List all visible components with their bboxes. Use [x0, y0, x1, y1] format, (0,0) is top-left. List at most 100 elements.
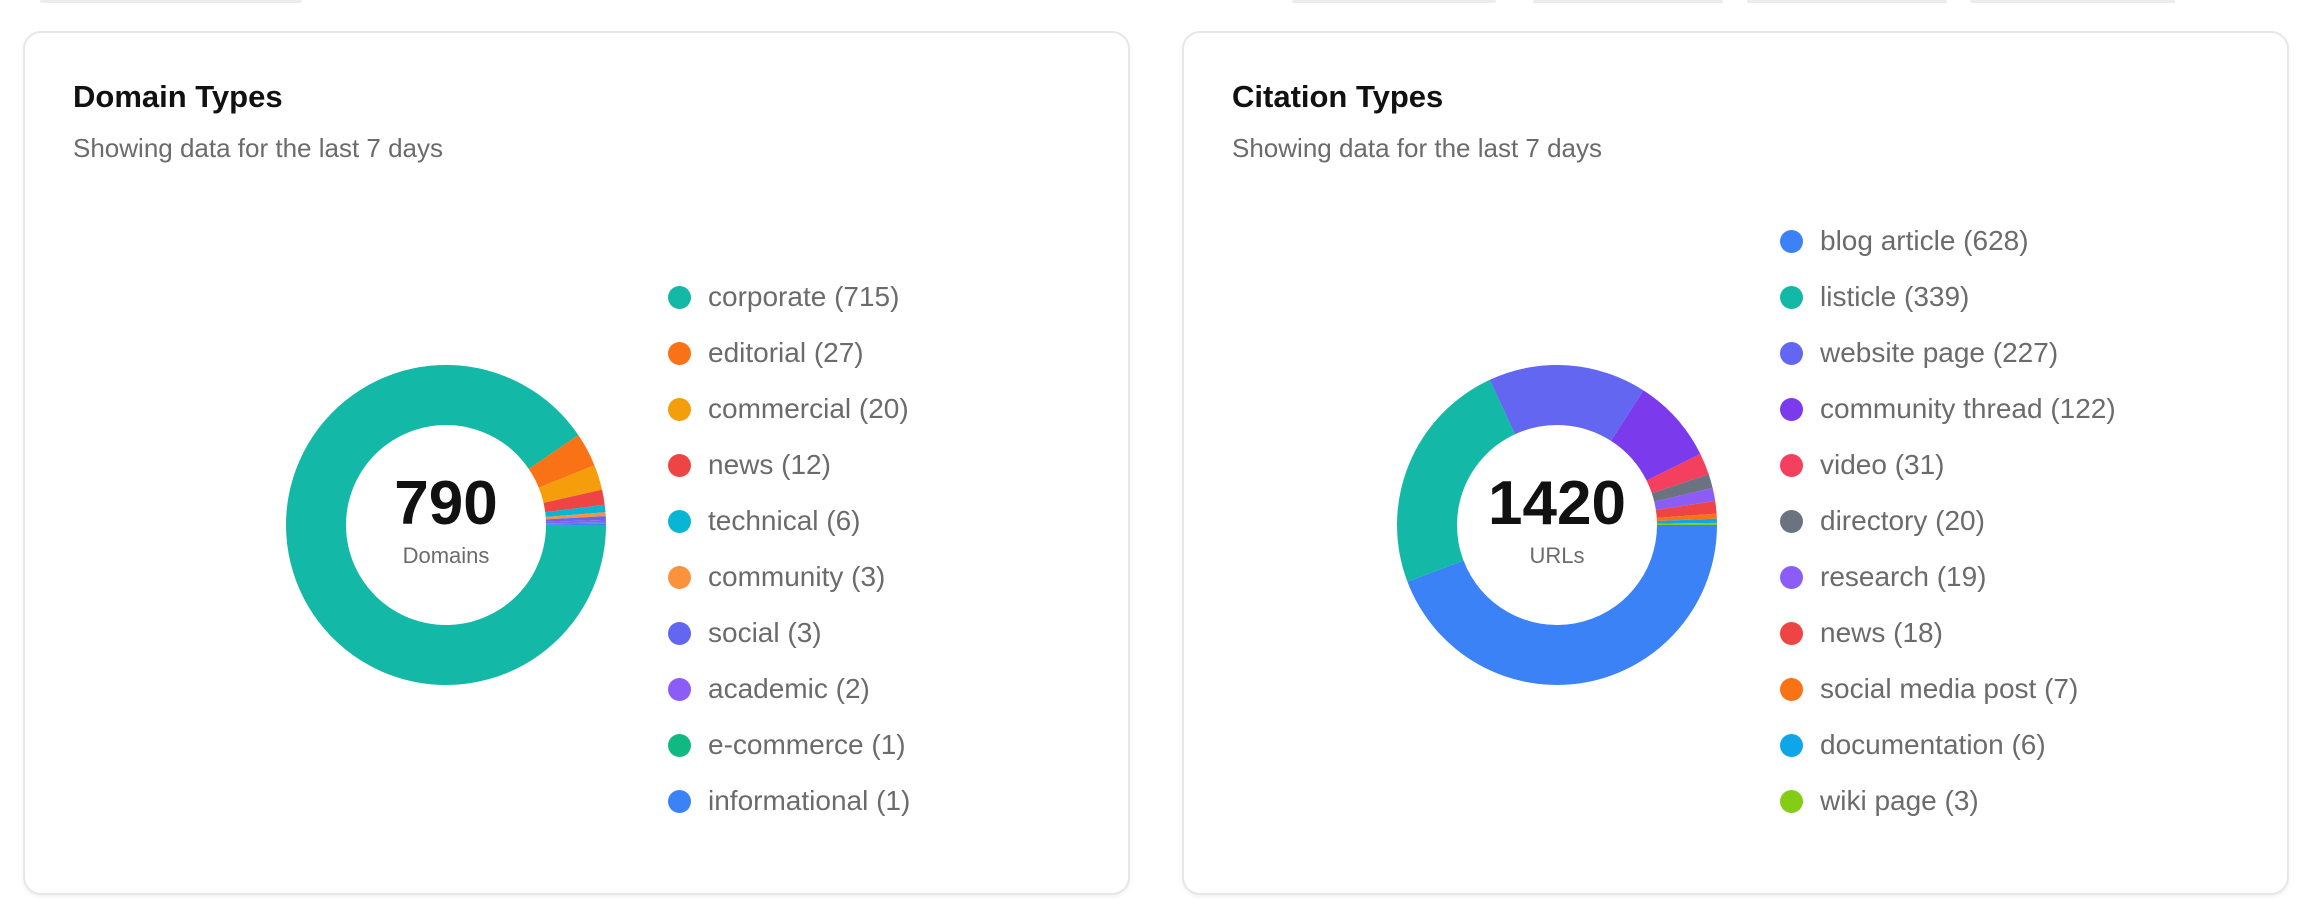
legend-dot-icon	[668, 565, 691, 589]
legend-item-blog-article: blog article (628)	[1780, 213, 2116, 269]
legend-dot-icon	[1780, 789, 1803, 813]
legend-label: blog article (628)	[1820, 225, 2029, 256]
legend-item-academic: academic (2)	[668, 661, 910, 717]
legend-label: video (31)	[1820, 449, 1945, 480]
legend-label: corporate (715)	[708, 281, 900, 312]
donut-slice-community[interactable]	[545, 512, 606, 520]
legend-item-social-media-post: social media post (7)	[1780, 661, 2116, 717]
donut-slice-e-commerce[interactable]	[545, 522, 606, 525]
donut-slice-editorial[interactable]	[528, 435, 595, 488]
legend-item-research: research (19)	[1780, 549, 2116, 605]
legend-dot-icon	[668, 789, 691, 813]
legend-dot-icon	[1780, 733, 1803, 757]
donut-slice-technical[interactable]	[545, 504, 606, 518]
legend-dot-icon	[1780, 677, 1803, 701]
legend-label: directory (20)	[1820, 505, 1985, 536]
legend-label: news (12)	[708, 449, 831, 480]
donut-slice-news[interactable]	[1655, 501, 1717, 518]
legend-item-community: community (3)	[668, 549, 910, 605]
legend-label: informational (1)	[708, 785, 911, 816]
legend-label: social media post (7)	[1820, 673, 2079, 704]
legend-dot-icon	[668, 285, 691, 309]
card-subtitle: Showing data for the last 7 days	[1232, 133, 1603, 163]
card-title: Citation Types	[1232, 79, 1444, 114]
legend-dot-icon	[668, 397, 691, 421]
donut-slice-research[interactable]	[1654, 487, 1716, 511]
domain-types-legend: corporate (715) editorial (27) commercial …	[668, 269, 910, 829]
donut-chart-svg	[1397, 365, 1717, 685]
legend-dot-icon	[1780, 509, 1803, 533]
legend-item-website-page: website page (227)	[1780, 325, 2116, 381]
legend-dot-icon	[668, 621, 691, 645]
top-strip-segment	[1747, 0, 1947, 3]
legend-item-community-thread: community thread (122)	[1780, 381, 2116, 437]
citation-types-card: Citation Types Showing data for the last…	[1182, 31, 2289, 895]
legend-label: news (18)	[1820, 617, 1943, 648]
donut-slice-listicle[interactable]	[1397, 379, 1515, 582]
legend-item-news: news (18)	[1780, 605, 2116, 661]
donut-slice-academic[interactable]	[545, 519, 606, 524]
donut-slice-blog-article[interactable]	[1407, 525, 1717, 685]
donut-slice-website-page[interactable]	[1489, 365, 1644, 441]
donut-slice-documentation[interactable]	[1656, 518, 1717, 524]
legend-label: website page (227)	[1820, 337, 2059, 368]
donut-slice-directory[interactable]	[1651, 474, 1713, 502]
citation-types-donut: 1420 URLs	[1387, 355, 1727, 695]
legend-dot-icon	[668, 453, 691, 477]
legend-item-video: video (31)	[1780, 437, 2116, 493]
legend-dot-icon	[668, 677, 691, 701]
legend-label: commercial (20)	[708, 393, 909, 424]
domain-types-donut: 790 Domains	[276, 355, 616, 695]
donut-slice-commercial[interactable]	[538, 465, 603, 503]
top-strip-segment	[40, 0, 302, 3]
top-strip-segment	[1533, 0, 1723, 3]
legend-label: social (3)	[708, 617, 822, 648]
top-strip	[0, 0, 2308, 4]
donut-slice-informational[interactable]	[545, 523, 606, 525]
legend-item-listicle: listicle (339)	[1780, 269, 2116, 325]
legend-label: listicle (339)	[1820, 281, 1970, 312]
legend-label: documentation (6)	[1820, 729, 2046, 760]
legend-dot-icon	[1780, 621, 1803, 645]
citation-types-legend: blog article (628) listicle (339) website …	[1780, 213, 2116, 829]
legend-item-documentation: documentation (6)	[1780, 717, 2116, 773]
legend-dot-icon	[668, 341, 691, 365]
donut-slice-wiki-page[interactable]	[1656, 522, 1717, 525]
legend-item-commercial: commercial (20)	[668, 381, 910, 437]
legend-label: community (3)	[708, 561, 886, 592]
legend-dot-icon	[1780, 341, 1803, 365]
donut-slice-social[interactable]	[545, 516, 606, 522]
legend-dot-icon	[1780, 565, 1803, 589]
legend-label: wiki page (3)	[1820, 785, 1979, 816]
legend-label: research (19)	[1820, 561, 1987, 592]
legend-label: academic (2)	[708, 673, 870, 704]
legend-item-technical: technical (6)	[668, 493, 910, 549]
legend-item-e-commerce: e-commerce (1)	[668, 717, 910, 773]
domain-types-card: Domain Types Showing data for the last 7…	[23, 31, 1130, 895]
donut-slice-video[interactable]	[1646, 453, 1709, 494]
legend-item-wiki-page: wiki page (3)	[1780, 773, 2116, 829]
legend-dot-icon	[1780, 453, 1803, 477]
top-strip-segment	[1970, 0, 2175, 3]
card-subtitle: Showing data for the last 7 days	[73, 133, 444, 163]
legend-label: editorial (27)	[708, 337, 864, 368]
donut-slice-news[interactable]	[543, 489, 605, 513]
legend-dot-icon	[668, 733, 691, 757]
donut-slice-corporate[interactable]	[286, 364, 606, 685]
legend-label: technical (6)	[708, 505, 861, 536]
legend-dot-icon	[1780, 229, 1803, 253]
top-strip-segment	[1292, 0, 1496, 3]
legend-item-social: social (3)	[668, 605, 910, 661]
card-title: Domain Types	[73, 79, 283, 114]
donut-slice-social-media-post[interactable]	[1656, 513, 1717, 522]
legend-dot-icon	[1780, 285, 1803, 309]
legend-label: e-commerce (1)	[708, 729, 906, 760]
legend-item-directory: directory (20)	[1780, 493, 2116, 549]
donut-slice-community-thread[interactable]	[1611, 390, 1701, 481]
legend-item-informational: informational (1)	[668, 773, 910, 829]
legend-item-corporate: corporate (715)	[668, 269, 910, 325]
legend-item-editorial: editorial (27)	[668, 325, 910, 381]
legend-label: community thread (122)	[1820, 393, 2116, 424]
legend-item-news: news (12)	[668, 437, 910, 493]
donut-chart-svg	[286, 364, 606, 685]
